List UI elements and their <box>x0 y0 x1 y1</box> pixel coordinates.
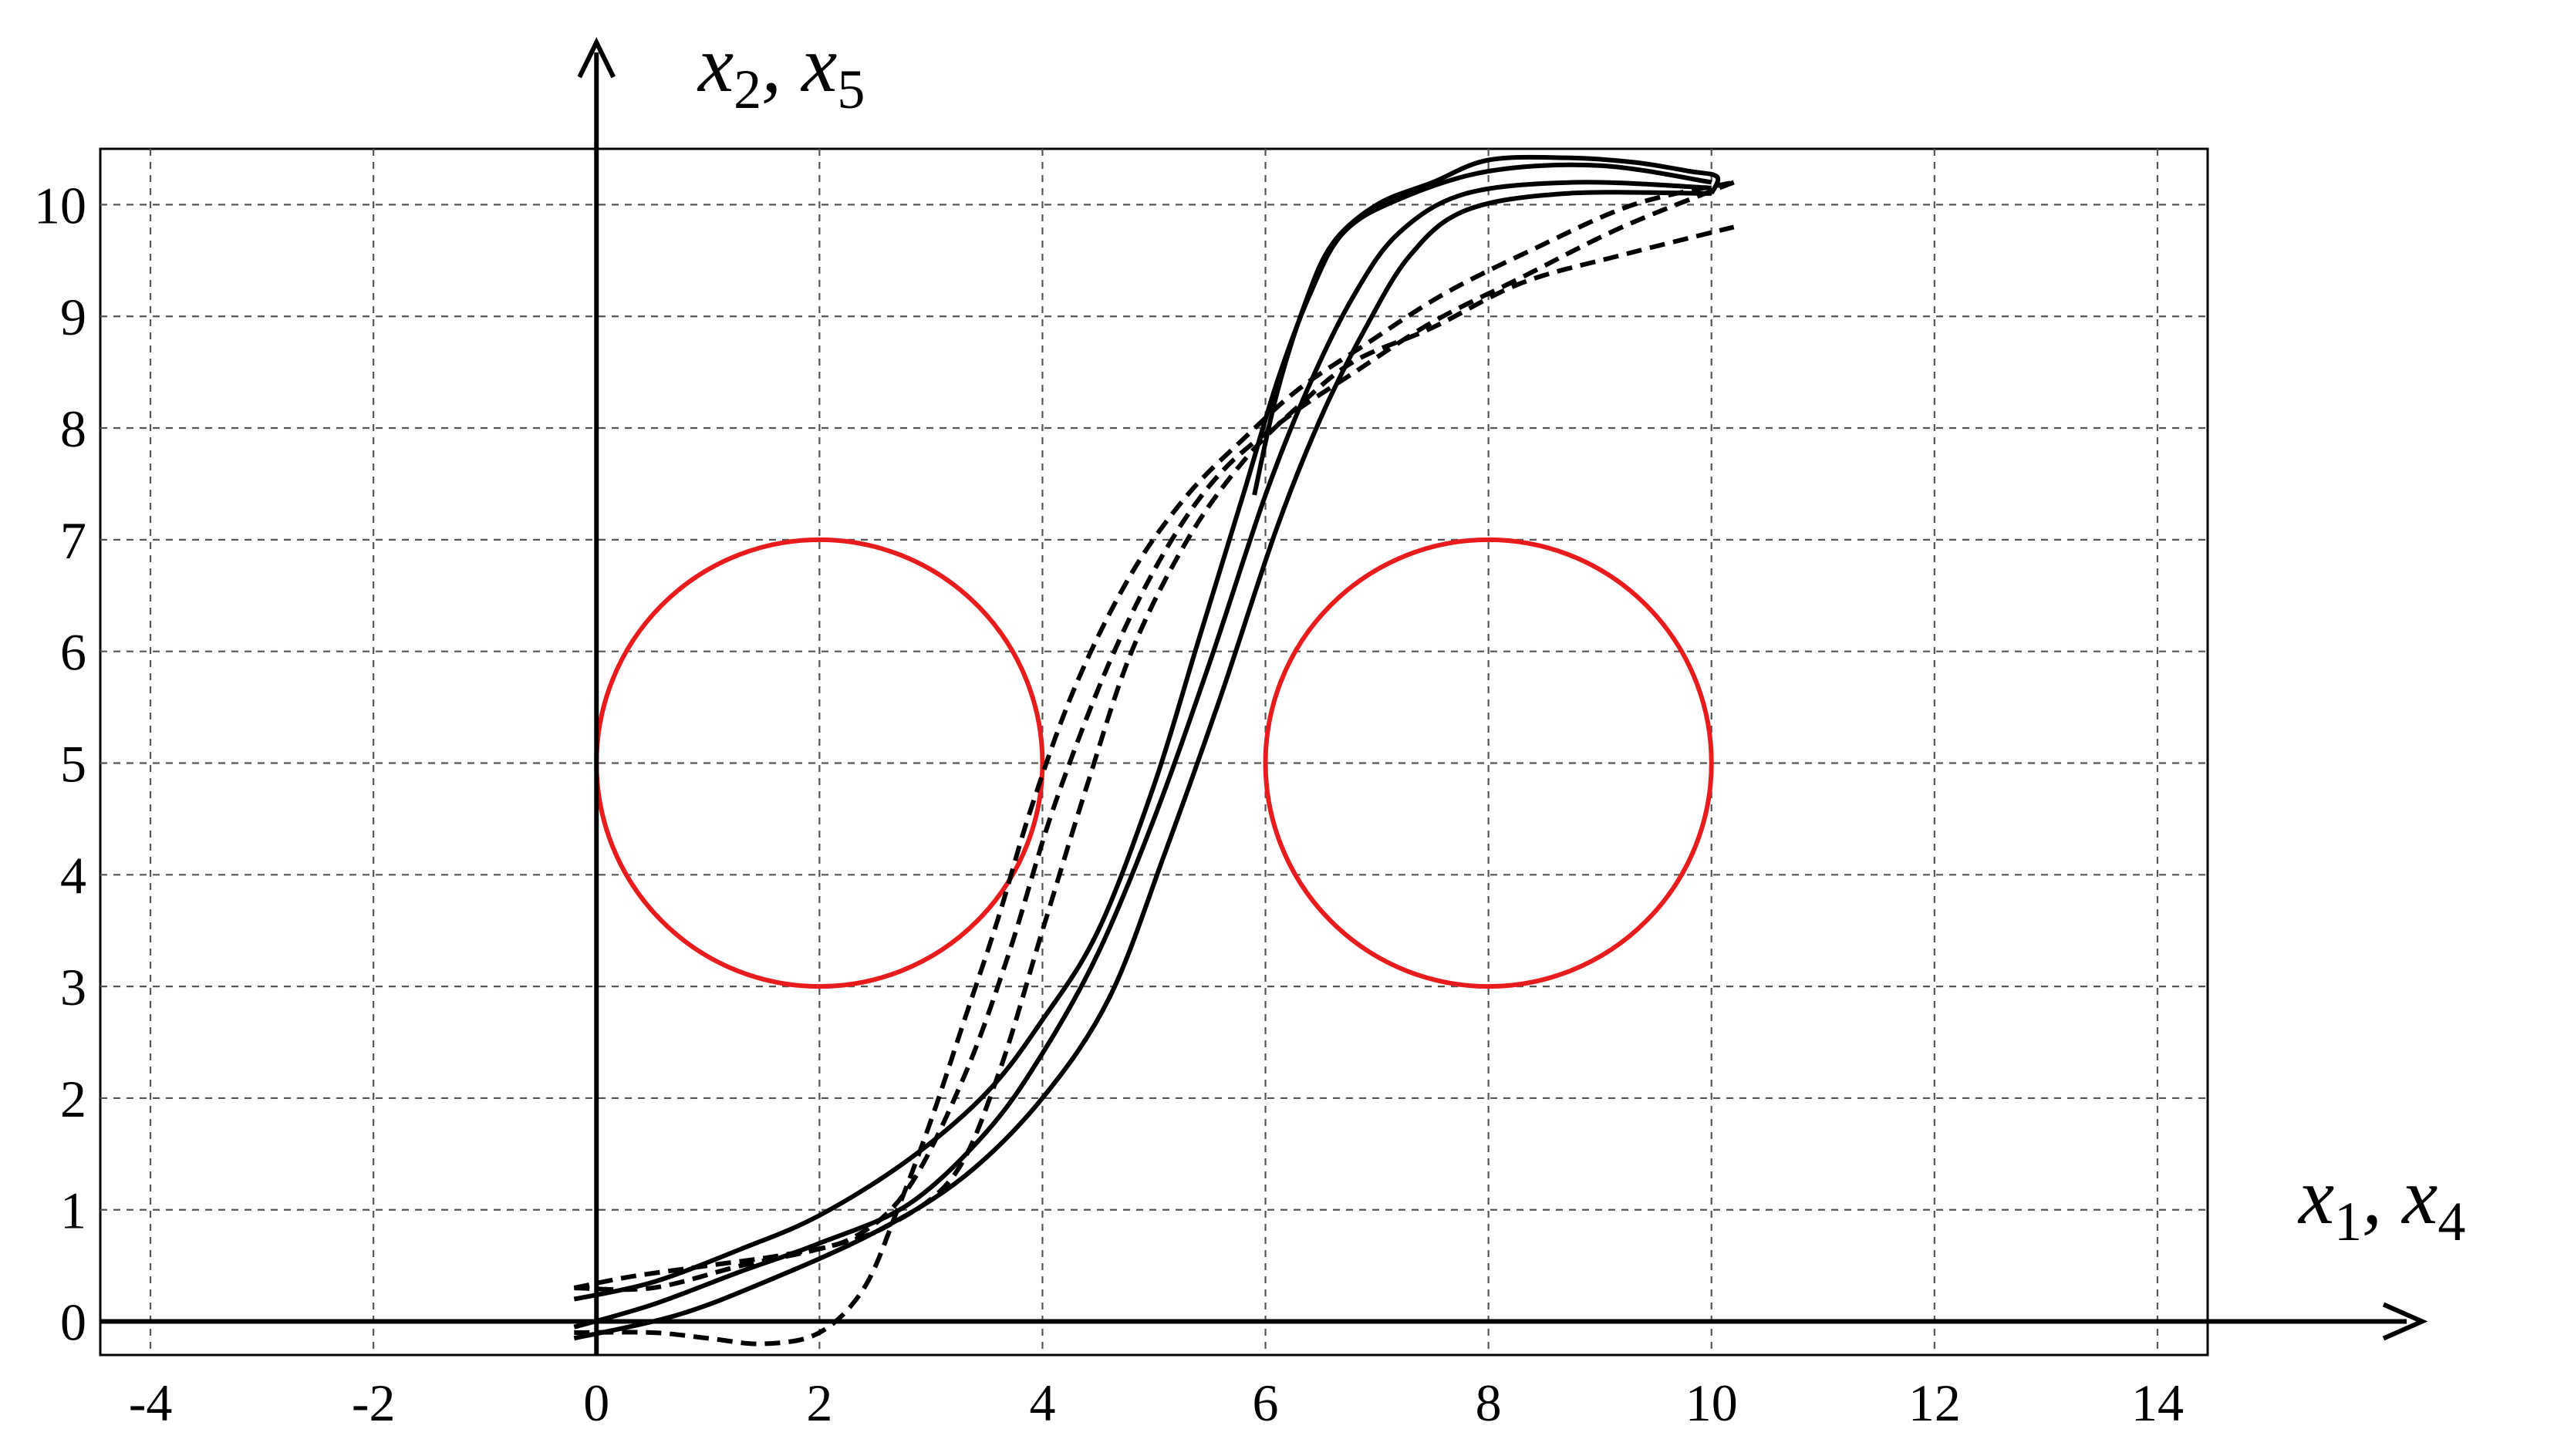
y-tick-label: 6 <box>60 623 86 682</box>
trajectory-solid <box>573 162 1712 1302</box>
x-axis-title: x1, x4 <box>2297 1152 2465 1252</box>
y-tick-label: 10 <box>34 176 86 234</box>
trajectory-dashed <box>574 224 1735 1293</box>
x-tick-label: 10 <box>1685 1373 1738 1432</box>
y-tick-label: 1 <box>60 1181 86 1240</box>
x-tick-label: 0 <box>583 1373 609 1432</box>
x-tick-label: 14 <box>2131 1373 2184 1432</box>
x-tick-label: 8 <box>1476 1373 1502 1432</box>
x-tick-label: -4 <box>129 1373 173 1432</box>
y-tick-label: 2 <box>60 1070 86 1128</box>
x-axis-arrow <box>2382 1302 2428 1341</box>
obstacle-circle <box>1263 537 1714 989</box>
x-tick-label: -2 <box>352 1373 396 1432</box>
obstacle-circle <box>594 537 1045 989</box>
trajectory-solid <box>573 190 1712 1341</box>
axes <box>100 37 2428 1355</box>
y-tick-label: 3 <box>60 958 86 1016</box>
x-tick-label: 6 <box>1253 1373 1279 1432</box>
y-tick-label: 9 <box>60 288 86 346</box>
y-tick-label: 0 <box>60 1293 86 1352</box>
trajectory-dashed <box>574 180 1735 1346</box>
x-tick-label: 4 <box>1029 1373 1055 1432</box>
y-tick-label: 8 <box>60 399 86 458</box>
x-tick-label: 2 <box>806 1373 832 1432</box>
trajectory-dashed <box>573 180 1735 1291</box>
x-tick-label: 12 <box>1908 1373 1961 1432</box>
trajectory-solid <box>1252 154 1721 496</box>
y-tick-label: 7 <box>60 511 86 570</box>
y-tick-label: 5 <box>60 734 86 793</box>
grid <box>100 149 2208 1355</box>
trajectories <box>573 154 1735 1346</box>
plot-frame <box>99 147 2209 1357</box>
y-axis-arrow <box>577 37 616 79</box>
trajectory-solid <box>573 180 1712 1330</box>
y-tick-label: 4 <box>60 846 86 905</box>
y-axis-title: x2, x5 <box>697 20 865 120</box>
